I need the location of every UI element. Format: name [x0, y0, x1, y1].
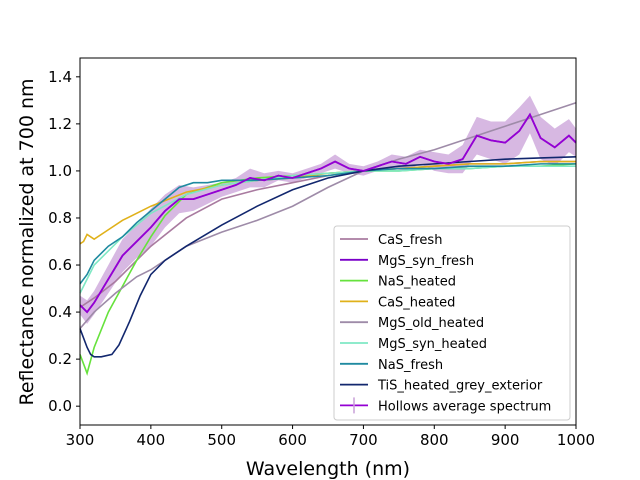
legend-label-mgs-old-heated: MgS_old_heated: [378, 316, 484, 331]
series-line-mgs-syn-heated: [79, 165, 576, 294]
x-tick-label: 600: [278, 431, 307, 449]
series-line-hollows-average: [79, 112, 577, 314]
legend: CaS_fresh MgS_syn_fresh NaS_heated CaS_heat…: [333, 225, 571, 421]
x-tick-label: 1000: [557, 431, 595, 449]
legend-label-tis-heated-grey-exterior: TiS_heated_grey_exterior: [377, 379, 543, 394]
series-lines-layer: [79, 101, 577, 376]
legend-label-hollows-average-spectrum: Hollows average spectrum: [378, 399, 551, 414]
y-tick-label: 0.4: [48, 303, 72, 321]
hollows-error-band: [80, 95, 576, 324]
y-tick-label: 1.2: [48, 115, 72, 133]
y-tick-label: 0.6: [48, 256, 72, 274]
x-tick-label: 400: [137, 431, 166, 449]
x-tick-label: 800: [420, 431, 449, 449]
y-axis-label: Reflectance normalized at 700 nm: [16, 78, 38, 405]
y-tick-label: 0.0: [48, 397, 72, 415]
error-band-layer: [80, 95, 576, 324]
legend-label-nas-fresh: NaS_fresh: [378, 358, 443, 373]
y-tick-label: 1.4: [48, 68, 72, 86]
y-tick-label: 0.8: [48, 209, 72, 227]
y-axis-ticks: 0.0 0.2 0.4 0.6 0.8 1.0 1.2 1.4: [48, 68, 80, 415]
legend-label-mgs-syn-fresh: MgS_syn_fresh: [378, 254, 474, 269]
legend-label-mgs-syn-heated: MgS_syn_heated: [378, 337, 487, 352]
x-tick-label: 900: [491, 431, 520, 449]
y-tick-label: 1.0: [48, 162, 72, 180]
x-tick-label: 700: [349, 431, 378, 449]
x-axis-label: Wavelength (nm): [246, 458, 410, 480]
legend-box: [333, 225, 571, 421]
y-tick-label: 0.2: [48, 350, 72, 368]
x-tick-label: 500: [207, 431, 236, 449]
series-line-nas-fresh: [79, 163, 576, 285]
legend-label-cas-fresh: CaS_fresh: [378, 233, 442, 248]
legend-label-cas-heated: CaS_heated: [378, 295, 455, 310]
x-tick-label: 300: [66, 431, 95, 449]
plot-frame: [79, 57, 577, 426]
x-axis-ticks: 300 400 500 600 700 800 900 1000: [66, 425, 595, 449]
legend-label-nas-heated: NaS_heated: [378, 275, 456, 290]
